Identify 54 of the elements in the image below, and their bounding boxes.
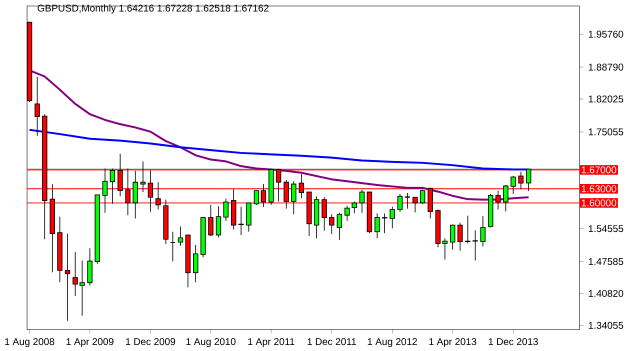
x-tick-label: 1 Apr 2009 bbox=[66, 338, 114, 347]
candlestick bbox=[246, 202, 252, 232]
x-tick-label: 1 Aug 2012 bbox=[368, 338, 417, 347]
candlestick bbox=[110, 168, 116, 204]
candlestick bbox=[329, 214, 334, 234]
candlestick bbox=[420, 189, 426, 204]
candlestick bbox=[503, 184, 508, 212]
y-tick-label: 1.54555 bbox=[588, 224, 624, 232]
candlestick bbox=[457, 222, 463, 251]
ref-line-label: 1.60000 bbox=[582, 199, 616, 206]
y-tick-label: 1.47585 bbox=[588, 258, 624, 265]
candlestick bbox=[64, 233, 70, 322]
candlestick bbox=[140, 160, 146, 192]
y-tick-label: 1.82025 bbox=[588, 95, 624, 102]
x-tick-label: 1 Apr 2013 bbox=[429, 338, 476, 347]
candlestick bbox=[87, 248, 92, 286]
y-tick-label: 1.95760 bbox=[588, 30, 624, 38]
candlestick bbox=[397, 193, 403, 212]
candlestick bbox=[450, 224, 456, 250]
candlestick bbox=[472, 230, 478, 261]
y-tick-label: 1.88790 bbox=[588, 63, 624, 70]
candlestick bbox=[526, 168, 532, 192]
candlestick bbox=[336, 212, 342, 240]
candlestick bbox=[442, 238, 448, 260]
candlestick bbox=[510, 175, 516, 194]
candlestick bbox=[34, 76, 40, 136]
candlestick bbox=[465, 215, 470, 244]
y-tick-label: 1.75055 bbox=[588, 128, 624, 136]
candlestick bbox=[374, 212, 380, 239]
x-tick-label: 1 Aug 2010 bbox=[186, 338, 236, 347]
candlestick bbox=[344, 205, 350, 222]
candlestick bbox=[390, 206, 395, 229]
candlestick bbox=[178, 226, 184, 246]
x-tick-label: 1 Dec 2013 bbox=[488, 338, 538, 345]
candlestick bbox=[102, 168, 108, 214]
candlestick bbox=[216, 206, 222, 238]
candlestick bbox=[352, 200, 357, 214]
x-tick-label: 1 Dec 2009 bbox=[126, 338, 176, 345]
candlestick bbox=[193, 244, 198, 282]
y-tick-label: 1.34055 bbox=[588, 322, 624, 329]
candlestick bbox=[132, 170, 138, 219]
y-tick-label: 1.40820 bbox=[588, 290, 624, 297]
ref-line-label: 1.63000 bbox=[582, 185, 616, 192]
x-tick-label: 1 Dec 2011 bbox=[308, 338, 356, 345]
x-tick-label: 1 Apr 2011 bbox=[248, 338, 294, 347]
x-tick-label: 1 Aug 2008 bbox=[5, 338, 54, 347]
candlestick bbox=[480, 216, 486, 247]
candlestick bbox=[382, 212, 388, 234]
candlestick bbox=[359, 189, 365, 214]
candlestick bbox=[291, 180, 296, 214]
candlestick bbox=[254, 190, 260, 206]
ref-line-label: 1.67000 bbox=[582, 166, 616, 174]
candlestick bbox=[223, 198, 229, 222]
chart-title: GBPUSD,Monthly 1.64216 1.67228 1.62518 1.67162 bbox=[38, 4, 269, 14]
